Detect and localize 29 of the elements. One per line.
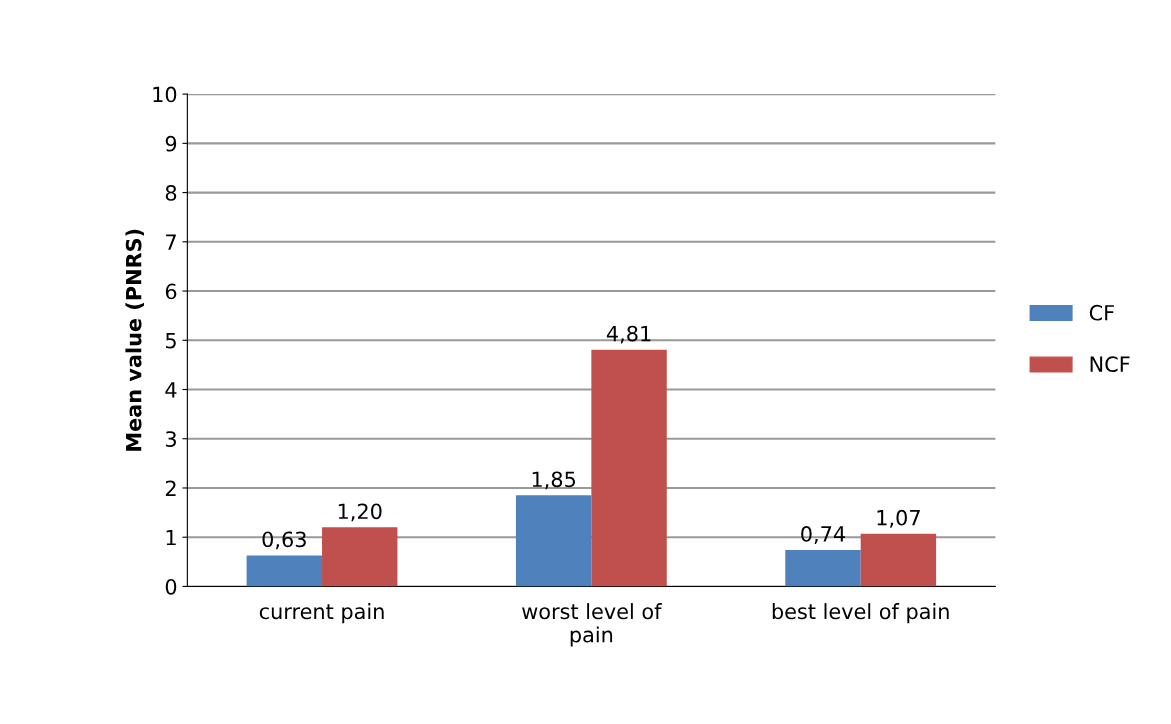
data-label: 4,81	[606, 325, 651, 344]
y-tick-label: 1	[166, 529, 176, 546]
y-tick-label: 9	[165, 135, 177, 152]
y-tick-label: 4	[165, 382, 177, 398]
data-label: 1,85	[532, 471, 576, 490]
y-tick-label: 5	[165, 333, 176, 349]
bar	[515, 495, 592, 587]
data-label: 1,20	[338, 503, 382, 522]
y-tick-label: 2	[165, 480, 176, 496]
y-tick-label: 10	[153, 86, 177, 103]
y-tick-label: 3	[165, 431, 176, 447]
legend-label: CF	[1089, 304, 1114, 321]
y-tick-label: 6	[165, 283, 177, 300]
bar	[591, 349, 667, 587]
y-tick-label: 8	[165, 185, 177, 201]
x-tick-label: current pain	[259, 603, 384, 624]
data-label: 0,74	[801, 526, 845, 544]
bar	[860, 533, 937, 587]
x-tick-label: worst level of pain	[522, 603, 662, 647]
y-tick-label: 0	[165, 578, 177, 595]
bar	[785, 550, 861, 587]
bar	[246, 555, 323, 587]
bar	[322, 527, 398, 587]
data-label: 0,63	[262, 531, 306, 550]
y-tick-label: 7	[166, 234, 176, 250]
legend-label: NCF	[1090, 356, 1130, 373]
y-axis-title: Mean value (PNRS)	[125, 229, 144, 451]
data-label: 1,07	[877, 509, 920, 528]
x-tick-label: best level of pain	[772, 603, 949, 624]
